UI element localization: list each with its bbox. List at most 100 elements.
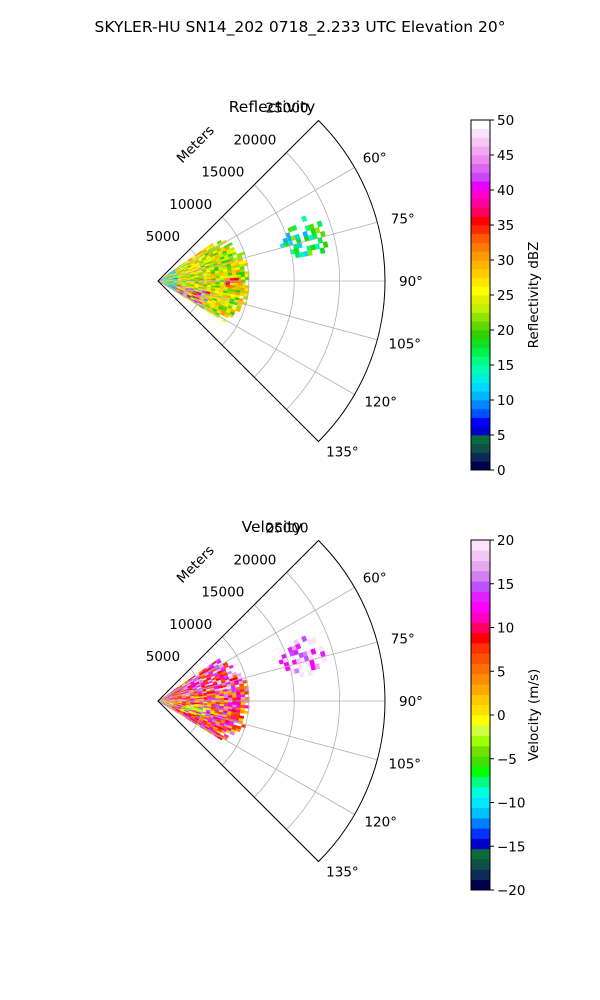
echo-bin — [188, 268, 194, 271]
echo-bin — [207, 283, 212, 286]
echo-bin — [219, 691, 224, 695]
echo-bin — [227, 305, 233, 310]
echo-bin — [240, 287, 246, 291]
echo-bin — [176, 706, 182, 709]
echo-bin — [193, 288, 199, 291]
echo-bin — [186, 277, 191, 279]
echo-bin — [201, 255, 207, 260]
echo-bin — [199, 671, 204, 676]
echo-bin — [182, 279, 187, 281]
echo-bin — [189, 705, 195, 708]
echo-bin — [209, 715, 214, 719]
echo-bin — [216, 679, 222, 684]
echo-bin — [177, 264, 182, 268]
echo-bin — [307, 250, 313, 256]
echo-bin — [201, 290, 207, 293]
echo-bin — [218, 726, 224, 731]
echo-bin — [182, 264, 188, 268]
colorbar-swatch — [471, 312, 490, 322]
echo-bin — [322, 241, 329, 248]
echo-region — [278, 635, 328, 678]
range-tick-label: 10000 — [169, 197, 212, 213]
echo-bin — [168, 286, 173, 289]
echo-bin — [211, 730, 217, 735]
figure-title: SKYLER-HU SN14_202 0718_2.233 UTC Elevat… — [95, 18, 506, 37]
echo-bin — [314, 226, 321, 234]
echo-bin — [231, 726, 237, 731]
echo-bin — [164, 276, 169, 279]
echo-bin — [188, 711, 193, 715]
echo-bin — [194, 275, 199, 278]
echo-bin — [216, 668, 222, 673]
echo-bin — [188, 710, 194, 714]
echo-bin — [180, 690, 185, 693]
echo-bin — [319, 247, 326, 254]
colorbar: 0 5 10 15 20 25 30 35 40 45 50 Reflectivity dBZ — [470, 113, 542, 479]
echo-bin — [220, 666, 226, 671]
echo-bin — [218, 724, 224, 729]
colorbar-swatch — [471, 694, 490, 706]
echo-bin — [195, 263, 201, 267]
echo-bin — [168, 693, 173, 696]
echo-bin — [219, 676, 225, 680]
echo-bin — [240, 694, 246, 698]
echo-bin — [172, 707, 177, 710]
echo-bin — [169, 702, 174, 704]
echo-bin — [223, 710, 228, 714]
echo-bin — [194, 679, 199, 684]
echo-bin — [229, 282, 235, 286]
echo-bin — [165, 699, 170, 701]
colorbar-swatch — [471, 216, 490, 226]
echo-bin — [209, 264, 214, 268]
echo-bin — [190, 716, 196, 720]
echo-bin — [192, 291, 198, 295]
echo-bin — [234, 282, 239, 286]
echo-bin — [164, 703, 170, 706]
echo-bin — [181, 705, 187, 707]
colorbar-tick-label: 5 — [497, 428, 506, 444]
colorbar-swatch — [471, 330, 490, 340]
echo-bin — [215, 278, 221, 281]
colorbar-swatch — [471, 766, 490, 778]
echo-bin — [219, 704, 225, 707]
echo-bin — [193, 271, 199, 274]
echo-bin — [185, 704, 191, 706]
echo-bin — [232, 662, 238, 668]
colorbar-swatch — [471, 251, 490, 261]
echo-bin — [227, 291, 232, 295]
echo-bin — [205, 665, 211, 670]
echo-bin — [181, 263, 186, 267]
echo-bin — [173, 702, 179, 704]
echo-bin — [185, 285, 191, 288]
echo-bin — [211, 301, 217, 306]
echo-bin — [204, 682, 209, 686]
echo-bin — [194, 696, 200, 699]
echo-bin — [208, 262, 214, 266]
echo-bin — [221, 668, 227, 673]
echo-bin — [194, 281, 200, 284]
azimuth-spoke — [157, 280, 378, 341]
echo-bin — [178, 265, 183, 269]
echo-bin — [212, 660, 218, 665]
echo-bin — [190, 297, 195, 301]
echo-bin — [185, 284, 191, 286]
echo-bin — [189, 286, 195, 289]
echo-bin — [177, 696, 183, 699]
echo-bin — [202, 719, 208, 724]
echo-bin — [234, 294, 240, 299]
echo-bin — [228, 697, 233, 701]
echo-bin — [291, 224, 298, 232]
echo-bin — [221, 298, 227, 303]
echo-bin — [231, 687, 237, 691]
echo-bin — [189, 272, 195, 275]
echo-bin — [212, 681, 218, 685]
echo-bin — [236, 707, 241, 711]
echo-bin — [201, 266, 206, 270]
echo-bin — [200, 304, 206, 308]
echo-bin — [232, 697, 237, 701]
echo-bin — [299, 671, 305, 678]
echo-bin — [319, 230, 326, 238]
echo-bin — [213, 671, 219, 676]
echo-bin — [203, 298, 209, 302]
echo-bin — [202, 258, 208, 263]
